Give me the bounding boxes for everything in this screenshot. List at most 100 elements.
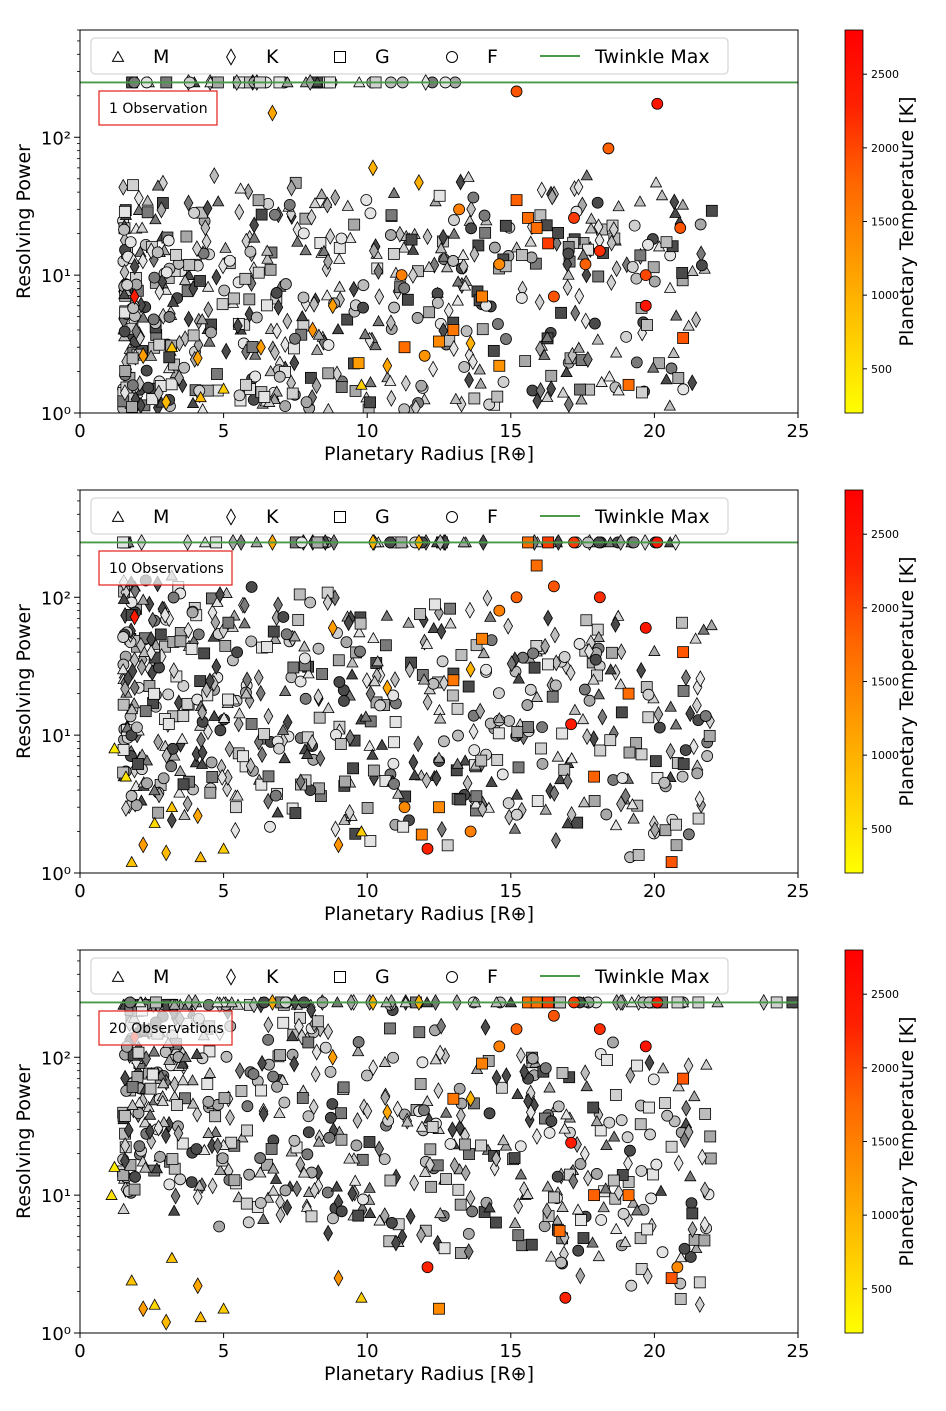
bg-point — [663, 399, 677, 411]
data-point-F — [579, 258, 592, 271]
bg-point — [684, 1170, 697, 1182]
bg-point — [624, 1144, 636, 1157]
bg-point — [546, 380, 557, 398]
bg-point — [609, 819, 623, 831]
bg-point — [357, 301, 369, 314]
bg-point — [574, 287, 585, 305]
bg-point — [233, 389, 246, 402]
bg-point — [612, 200, 625, 212]
bg-point — [574, 383, 586, 396]
bg-point — [151, 179, 165, 191]
bg-point — [585, 212, 598, 224]
bg-point — [704, 1130, 717, 1143]
bg-point — [534, 293, 545, 311]
bg-point — [300, 396, 313, 409]
bg-point — [379, 639, 392, 652]
data-point-G — [433, 801, 445, 814]
data-point-G — [530, 222, 543, 234]
data-point-G — [677, 646, 690, 659]
bg-point — [674, 1251, 688, 1263]
bg-point — [437, 250, 450, 262]
bg-point — [177, 679, 190, 692]
bg-point — [183, 310, 194, 328]
bg-point — [584, 222, 598, 234]
colorbar-tick-label: 1000 — [871, 289, 899, 302]
colorbar-gradient — [844, 29, 864, 414]
bg-point — [341, 313, 354, 326]
bg-point — [514, 1140, 527, 1153]
bg-point — [600, 808, 613, 821]
bg-point — [260, 299, 273, 312]
bg-point — [330, 820, 341, 838]
bg-point — [163, 1178, 176, 1191]
bg-point — [192, 240, 202, 258]
bg-point — [211, 268, 222, 286]
bg-point — [699, 1215, 710, 1233]
data-point-K — [138, 1300, 149, 1318]
legend-label-G: G — [375, 46, 390, 68]
bg-point — [349, 385, 362, 397]
bg-point — [127, 179, 139, 192]
data-point-G — [352, 357, 365, 370]
bg-point — [438, 228, 449, 246]
bg-point — [609, 346, 623, 358]
bg-point — [508, 1216, 522, 1228]
bg-point — [132, 1107, 145, 1120]
bg-point — [480, 663, 493, 676]
legend: M K G F Twinkle Max — [90, 497, 729, 535]
bg-point — [322, 339, 335, 351]
x-tick-label: 10 — [356, 421, 379, 442]
legend-label-F: F — [487, 46, 498, 68]
bg-point — [168, 662, 179, 680]
plot-frame — [79, 489, 799, 874]
bg-point — [428, 360, 438, 378]
bg-point — [242, 1216, 255, 1229]
bg-point — [118, 1110, 131, 1122]
data-point-F — [674, 222, 687, 234]
bg-point — [547, 1191, 560, 1204]
x-tick-label: 15 — [499, 421, 522, 442]
bg-point — [670, 818, 682, 831]
bg-point — [649, 176, 663, 188]
data-point-G — [493, 359, 506, 372]
bg-point — [337, 1081, 350, 1094]
data-point-G — [677, 332, 690, 344]
bg-point — [455, 1119, 465, 1137]
legend-label-M: M — [153, 506, 169, 528]
bg-point — [593, 218, 604, 236]
bg-point — [549, 679, 562, 692]
bg-point — [146, 644, 157, 662]
bg-point — [449, 1157, 460, 1175]
legend-marker-F — [446, 971, 458, 983]
bg-point — [126, 379, 139, 392]
bg-point — [270, 385, 283, 397]
bg-point — [234, 203, 245, 221]
bg-point — [398, 403, 411, 413]
data-point-M — [194, 1310, 207, 1323]
bg-point — [608, 221, 619, 239]
bg-point — [588, 317, 601, 330]
annotation-text: 10 Observations — [109, 561, 224, 577]
bg-point — [460, 325, 473, 338]
chart-panel-3: 0 5 10 15 20 25 10⁰ 10¹ 10² Planetary Radius [R⊕]… — [13, 949, 918, 1385]
bg-point — [386, 314, 396, 332]
bg-point — [193, 1179, 206, 1191]
bg-point — [274, 1049, 287, 1062]
data-point-K — [327, 619, 338, 637]
bg-point — [297, 291, 310, 304]
bg-point — [130, 799, 143, 812]
bg-point — [135, 636, 146, 654]
bg-point — [492, 727, 505, 740]
bg-point — [241, 1124, 254, 1137]
bg-point — [431, 296, 444, 309]
bg-point — [541, 390, 554, 402]
bg-point — [573, 638, 586, 650]
bg-point — [462, 774, 473, 792]
bg-point — [176, 1074, 190, 1086]
data-point-K — [256, 338, 266, 356]
bg-point — [154, 283, 165, 301]
bg-point — [185, 1176, 198, 1189]
bg-point — [117, 1169, 130, 1181]
legend: M K G F Twinkle Max — [90, 37, 729, 75]
bg-point — [590, 1168, 603, 1180]
